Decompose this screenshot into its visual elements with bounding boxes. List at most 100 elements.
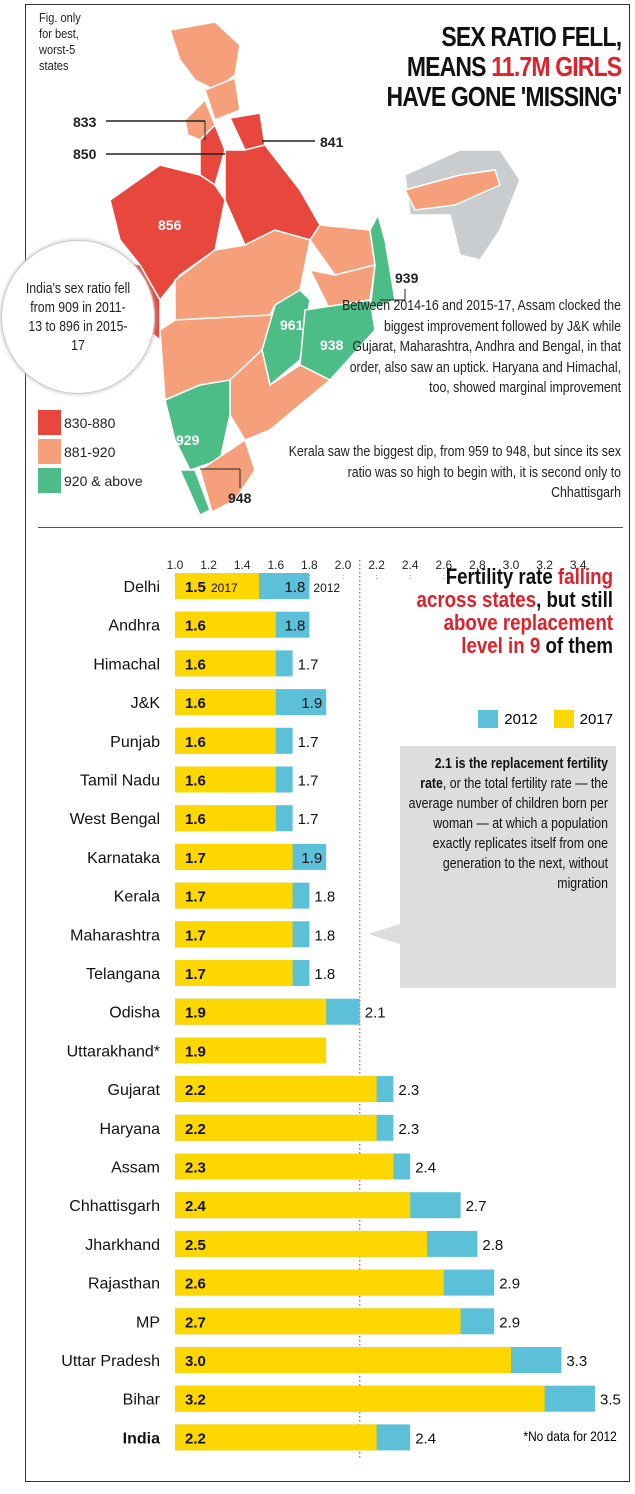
bar-2017: [175, 960, 293, 986]
title-part: of them: [540, 633, 613, 658]
map-value-kerala: 948: [228, 490, 252, 506]
value-2017: 1.7: [185, 966, 206, 983]
category-label: India: [123, 1430, 160, 1447]
bar-2017: [175, 573, 259, 599]
category-label: Andhra: [108, 618, 160, 635]
value-2012: 1.8: [285, 579, 306, 596]
category-label: Uttarakhand*: [67, 1043, 160, 1060]
title-line-3: HAVE GONE 'MISSING': [386, 81, 622, 112]
map-paragraph-1: Between 2014-16 and 2015-17, Assam clock…: [342, 298, 621, 396]
category-label: Uttar Pradesh: [61, 1353, 160, 1370]
map-region-tamil-nadu: [199, 438, 256, 514]
bar-2017: [175, 882, 293, 909]
value-2017: 3.2: [185, 1392, 206, 1409]
x-tick-label: 3.0: [503, 558, 520, 572]
divider: [38, 527, 623, 528]
map-value-karnataka: 929: [176, 432, 200, 448]
bar-2017: [175, 611, 276, 638]
category-label: Karnataka: [87, 850, 160, 867]
legend-swatch: [38, 439, 61, 464]
value-2017: 2.2: [185, 1430, 206, 1447]
legend-item: 920 & above: [38, 466, 143, 495]
value-2012: 1.9: [301, 695, 322, 712]
map-region-telangana-andhra: [229, 348, 332, 441]
delhi-year-2012: 2012: [313, 581, 340, 595]
value-2012: 2.4: [415, 1430, 436, 1447]
category-label: Assam: [111, 1160, 160, 1177]
map-region-up: [224, 144, 321, 247]
title-line-1: SEX RATIO FELL,: [441, 21, 622, 52]
x-tick-label: 3.4: [570, 558, 587, 572]
value-2012: 2.4: [415, 1160, 436, 1177]
x-tick-label: 1.0: [167, 558, 184, 572]
bar-2017: [175, 650, 276, 677]
map-value-odisha: 938: [320, 337, 344, 353]
bar-2017: [175, 805, 276, 832]
callout-bold: 2.1 is the replacement fertility rate: [420, 756, 608, 792]
category-label: Gujarat: [108, 1082, 161, 1099]
value-2012: 1.7: [298, 734, 319, 751]
bar-2017: [175, 921, 293, 948]
title-part: above replacement level in 9: [443, 610, 613, 658]
map-region-himachal: [204, 76, 241, 121]
title-highlight: 11.7M GIRLS: [490, 51, 622, 82]
title-part: falling across states: [416, 564, 613, 612]
map-value-punjab: 850: [73, 146, 97, 162]
chart-legend: 2012 2017: [478, 710, 613, 728]
bar-2017: [175, 689, 276, 716]
x-tick-label: 2.0: [335, 558, 352, 572]
title-part: Fertility rate: [445, 564, 558, 589]
value-2017: 1.6: [185, 811, 206, 828]
x-tick-label: 1.2: [200, 558, 217, 572]
category-label: Odisha: [109, 1005, 160, 1022]
map-legend: 830-880 881-920 920 & above: [38, 408, 143, 495]
map-region-haryana: [199, 123, 226, 187]
value-2012: 2.3: [398, 1082, 419, 1099]
map-region-assam: [403, 169, 501, 211]
bar-2017: [175, 1114, 377, 1141]
category-label: Rajasthan: [88, 1276, 160, 1293]
category-label: Punjab: [110, 734, 160, 751]
value-2017: 1.5: [185, 579, 206, 596]
x-tick-label: 2.8: [469, 558, 486, 572]
fig-note: Fig. only for best, worst-5 states: [39, 10, 81, 73]
value-2012: 3.5: [600, 1392, 621, 1409]
value-2017: 1.6: [185, 734, 206, 751]
delhi-year-2017: 2017: [211, 581, 238, 595]
legend-swatch-2017: [553, 710, 574, 728]
value-2017: 1.9: [185, 1043, 206, 1060]
bar-2017: [175, 1385, 545, 1412]
value-2017: 2.2: [185, 1121, 206, 1138]
bar-2017: [175, 843, 293, 870]
category-label: MP: [136, 1314, 160, 1331]
legend-label-2017: 2017: [579, 710, 613, 728]
callout-text: , or the total fertility rate — the aver…: [408, 776, 608, 892]
map-value-haryana: 833: [73, 114, 97, 130]
bar-2017: [175, 1230, 427, 1257]
map-region-kerala: [178, 469, 211, 517]
value-2017: 1.6: [185, 773, 206, 790]
category-label: Tamil Nadu: [80, 773, 160, 790]
x-tick-label: 1.6: [267, 558, 284, 572]
value-2017: 2.3: [185, 1160, 206, 1177]
value-2017: 1.6: [185, 656, 206, 673]
replacement-rate-callout: 2.1 is the replacement fertility rate, o…: [368, 746, 616, 988]
map-value-bengal: 939: [395, 270, 419, 286]
map-value-chhattisgarh: 961: [280, 317, 304, 333]
value-2012: 2.3: [398, 1121, 419, 1138]
footnote: *No data for 2012: [523, 1428, 617, 1444]
category-label: West Bengal: [70, 811, 160, 828]
legend-label: 830-880: [64, 414, 116, 431]
x-tick-label: 3.2: [536, 558, 553, 572]
title-line-2: MEANS: [406, 51, 491, 82]
legend-label: 920 & above: [64, 472, 143, 489]
value-2012: 2.9: [499, 1276, 520, 1293]
value-2012: 2.8: [482, 1237, 503, 1254]
value-2012: 1.8: [285, 618, 306, 635]
value-2012: 1.7: [298, 811, 319, 828]
legend-item: 881-920: [38, 437, 143, 466]
frame: [25, 4, 630, 1482]
india-sex-ratio-callout: India's sex ratio fell from 909 in 2011-…: [1, 240, 155, 394]
bar-2017: [175, 1347, 511, 1373]
